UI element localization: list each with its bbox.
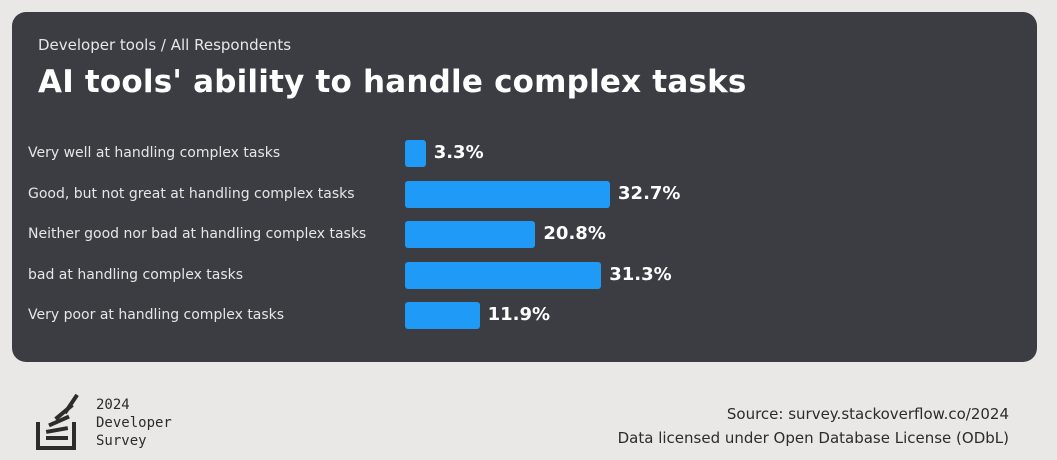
chart-card: Developer tools / All Respondents AI too… <box>12 12 1037 362</box>
category-label: Very poor at handling complex tasks <box>28 307 285 323</box>
source-note: Source: survey.stackoverflow.co/2024 Dat… <box>618 402 1009 450</box>
license-text: Data licensed under Open Database Licens… <box>617 429 1009 447</box>
bar-row: Neither good nor bad at handling complex… <box>12 220 1037 250</box>
category-label: Neither good nor bad at handling complex… <box>28 226 367 242</box>
survey-logo-text: 2024 Developer Survey <box>96 396 172 450</box>
bar <box>405 140 426 167</box>
value-label: 11.9% <box>487 304 551 325</box>
logo-survey: Survey <box>96 433 147 449</box>
bar <box>405 180 611 208</box>
value-label: 31.3% <box>609 263 672 285</box>
category-label: Very well at handling complex tasks <box>28 145 281 161</box>
logo-year: 2024 <box>96 397 130 413</box>
value-label: 32.7% <box>618 182 681 204</box>
bar-row: bad at handling complex tasks 31.3% <box>12 261 1037 291</box>
bar <box>405 221 536 248</box>
bar <box>405 302 480 329</box>
bar-row: Very poor at handling complex tasks 11.9% <box>12 301 1037 331</box>
category-label: Good, but not great at handling complex … <box>28 185 355 202</box>
chart-subtitle: Developer tools / All Respondents <box>38 36 292 54</box>
bar <box>405 261 602 289</box>
value-label: 3.3% <box>433 142 484 163</box>
source-link[interactable]: Source: survey.stackoverflow.co/2024 <box>726 405 1009 423</box>
value-label: 20.8% <box>543 223 606 244</box>
chart-title: AI tools' ability to handle complex task… <box>38 64 747 100</box>
category-label: bad at handling complex tasks <box>28 266 244 283</box>
stack-overflow-logo-icon <box>36 393 79 450</box>
bar-row: Good, but not great at handling complex … <box>12 180 1037 210</box>
bar-row: Very well at handling complex tasks 3.3% <box>12 139 1037 169</box>
logo-developer: Developer <box>96 415 172 431</box>
